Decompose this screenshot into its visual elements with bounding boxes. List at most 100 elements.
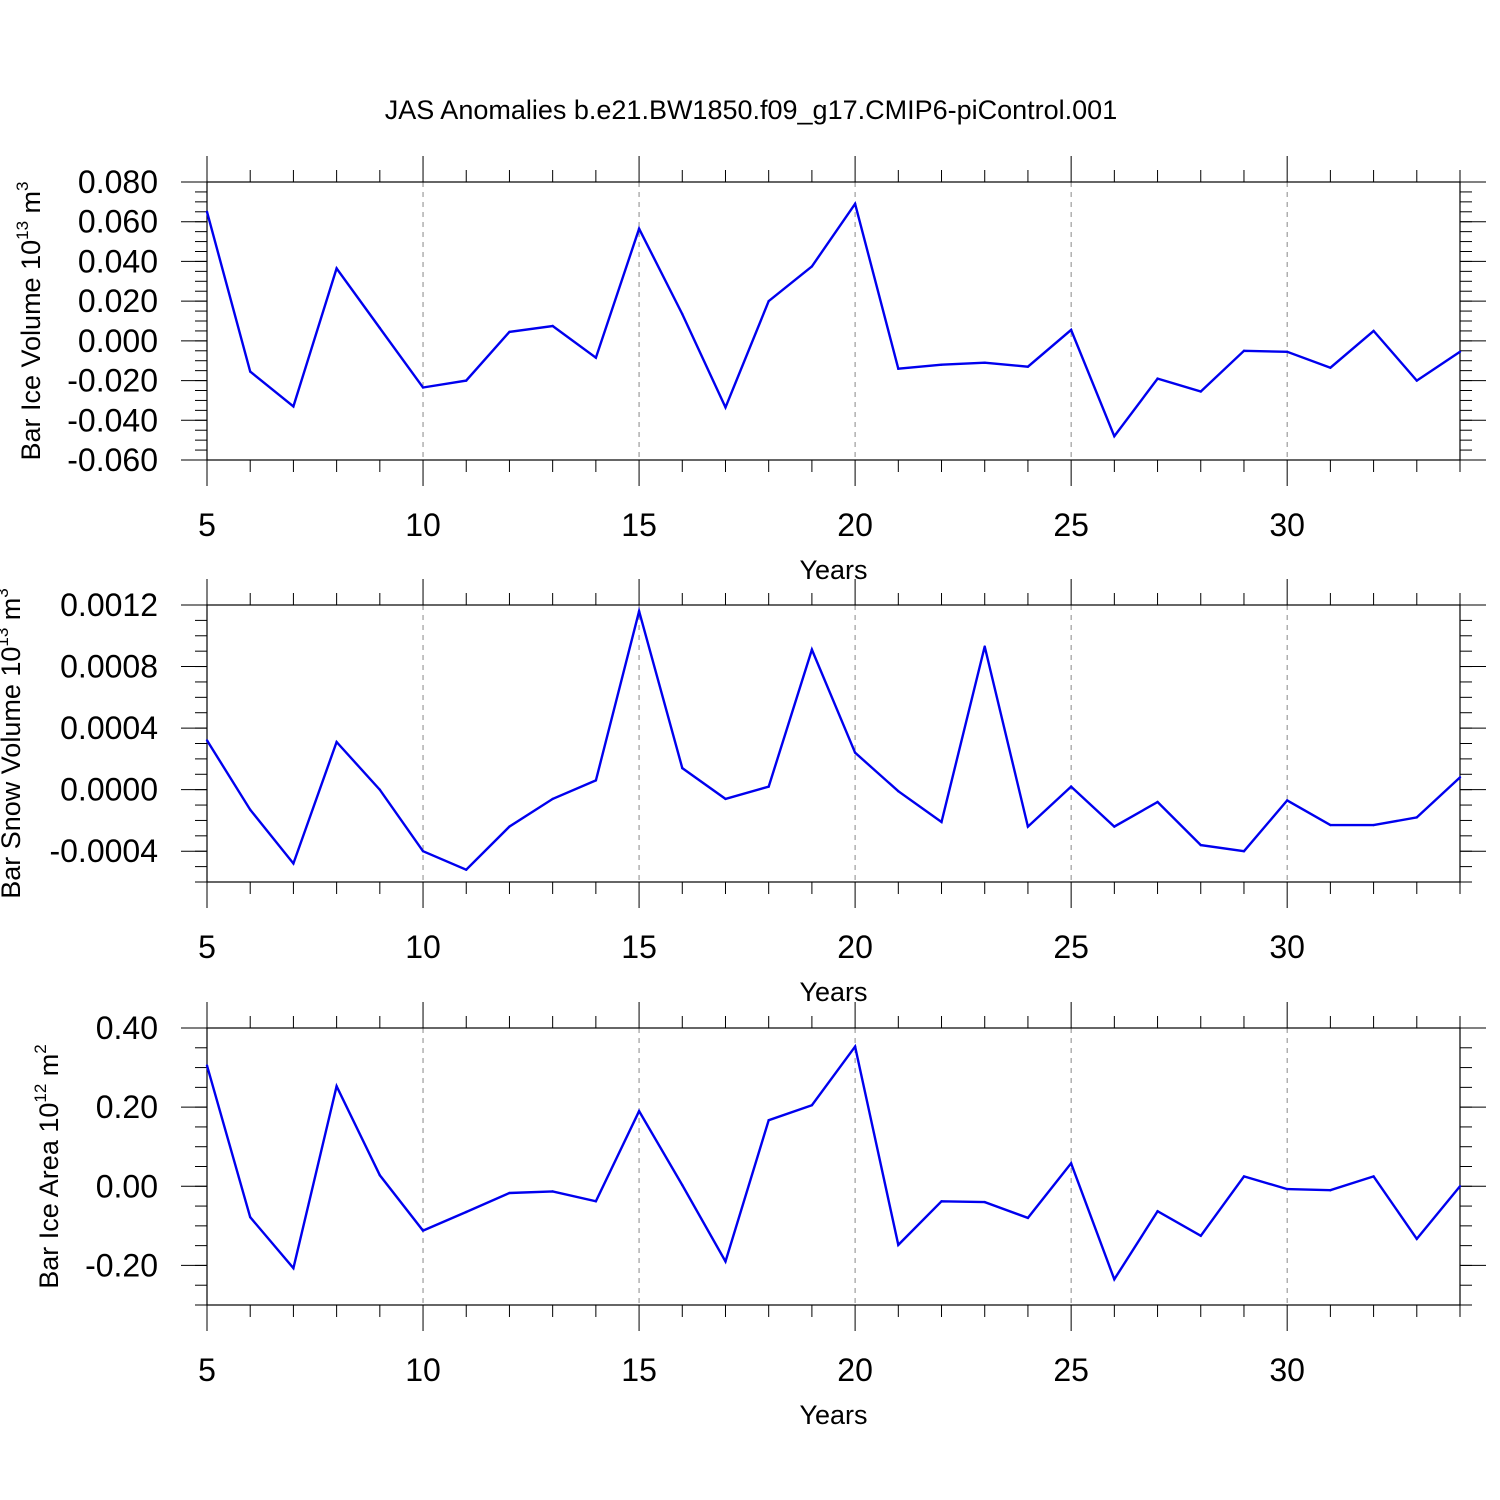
data-point [1458,350,1462,353]
data-point [508,330,511,334]
y-tick-label: 0.020 [78,283,158,319]
panel-2: -0.0004 0.0000 0.0004 0.0008 0.0012 5 10 15 20 25… [0,579,1486,1007]
y-tick-label: -0.060 [67,442,158,478]
data-point [1329,366,1332,369]
y-tick-label: -0.20 [85,1247,158,1283]
data-point [767,1119,770,1122]
data-point [421,850,425,853]
data-point [1069,328,1073,332]
x-tick-label: 15 [621,929,657,965]
data-point [1199,390,1202,393]
y-tick-label: 0.000 [78,323,158,359]
data-point [1458,1185,1462,1188]
x-tick-label: 5 [198,929,216,965]
data-point [681,312,684,316]
y-tick-label: -0.020 [67,363,158,399]
x-tick-label: 25 [1053,929,1089,965]
data-point [983,645,986,648]
data-point [249,370,252,373]
x-tick-label: 30 [1269,1352,1305,1388]
data-point [940,1200,943,1203]
data-point [681,766,684,770]
data-point [637,1109,641,1113]
data-point [1372,329,1375,333]
y-tick-label: 0.20 [96,1089,158,1125]
data-point [378,326,382,330]
data-point [637,609,641,613]
data-point [767,785,770,788]
data-point [421,386,425,389]
y-tick-label: 0.0000 [60,772,158,808]
data-point [1372,823,1375,827]
data-point [465,379,468,382]
x-tick-label: 5 [198,1352,216,1388]
x-tick-label: 30 [1269,929,1305,965]
data-point [1156,800,1159,804]
data-point [1242,349,1246,352]
data-point [378,788,382,791]
data-point [1113,825,1116,828]
x-tick-label: 20 [837,507,873,543]
data-point [1242,850,1246,853]
data-point [335,740,338,744]
x-tick-label: 20 [837,929,873,965]
x-tick-label: 25 [1053,507,1089,543]
data-point [1242,1175,1246,1178]
data-point [594,779,598,782]
series-line [205,606,1461,872]
data-point [1285,350,1289,353]
x-axis-label: Years [799,1400,867,1430]
data-point [983,361,986,364]
data-point [335,1084,338,1088]
data-point [1156,1210,1159,1213]
data-point [1458,776,1462,779]
x-tick-label: 10 [405,1352,441,1388]
x-tick-label: 30 [1269,507,1305,543]
data-point [1113,1278,1116,1281]
series-line [205,200,1461,439]
chart-title: JAS Anomalies b.e21.BW1850.f09_g17.CMIP6… [385,95,1117,125]
y-tick-label: 0.0008 [60,649,158,685]
data-point [897,367,900,370]
y-tick-label: 0.40 [96,1010,158,1046]
y-axis-label: Bar Snow Volume 1013 m3 [0,588,26,899]
plot-frame [206,1027,1461,1306]
y-axis-label: Bar Ice Volume 1013 m3 [13,181,46,460]
data-point [1199,843,1202,847]
data-point [1329,1189,1332,1192]
data-point [205,739,209,742]
data-point [637,227,641,230]
data-point [1026,1216,1030,1220]
data-point [1069,785,1073,788]
data-point [810,1103,814,1107]
data-point [205,210,209,213]
y-axis-label: Bar Ice Area 1012 m2 [31,1044,64,1289]
y-tick-label: -0.0004 [49,833,158,869]
data-point [724,797,727,801]
x-tick-label: 20 [837,1352,873,1388]
data-point [594,1200,598,1203]
x-tick-label: 5 [198,507,216,543]
data-point [508,825,511,828]
data-point [1069,1162,1073,1165]
data-point [465,868,468,871]
data-point [940,820,943,824]
data-point [810,648,814,651]
data-point [724,406,727,409]
data-point [1415,816,1418,819]
data-point [853,202,857,206]
data-point [1199,1234,1202,1237]
data-point [551,797,554,801]
data-point [551,324,554,328]
series-line [205,1043,1461,1282]
data-point [378,1174,382,1177]
data-point [249,808,252,811]
x-tick-label: 10 [405,929,441,965]
data-point [421,1229,425,1232]
x-tick-label: 15 [621,1352,657,1388]
panel-3: -0.20 0.00 0.20 0.40 5 10 15 20 25 30 Years Bar Ice… [31,1002,1486,1430]
data-point [767,299,770,303]
data-point [292,862,295,865]
